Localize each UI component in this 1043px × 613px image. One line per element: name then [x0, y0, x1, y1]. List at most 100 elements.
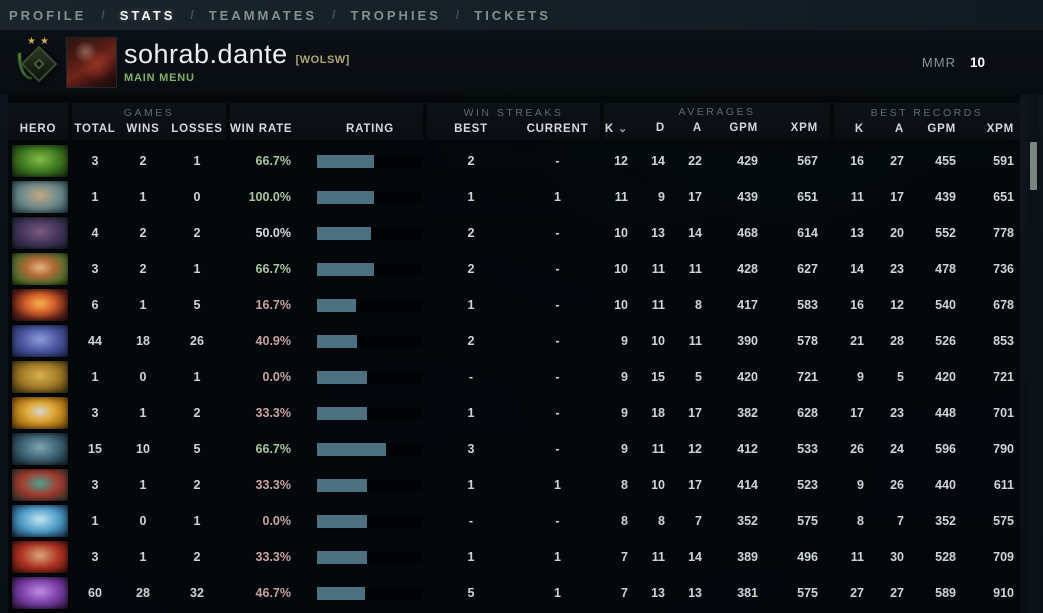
- nav-item-teammates[interactable]: TEAMMATES: [208, 7, 318, 23]
- table-row[interactable]: 3 1 2 33.3% 1 1 8 10 17 414 523 9 26 440…: [8, 467, 1020, 503]
- table-header: HERO GAMES TOTAL WINS LOSSES WIN RATE RA…: [8, 103, 1020, 140]
- avg-xpm-value: 628: [797, 406, 818, 420]
- column-header-record-gpm[interactable]: GPM: [927, 123, 956, 135]
- avg-kills-value: 9: [621, 334, 628, 348]
- record-xpm-value: 790: [993, 442, 1014, 456]
- nav-item-profile[interactable]: PROFILE: [9, 7, 87, 23]
- win-rate-value: 0.0%: [262, 514, 292, 528]
- wins-value: 1: [139, 406, 147, 420]
- group-label-best-records: BEST RECORDS: [870, 107, 984, 119]
- column-header-rating[interactable]: RATING: [345, 123, 395, 135]
- column-header-hero[interactable]: HERO: [19, 123, 57, 135]
- column-header-total[interactable]: TOTAL: [74, 123, 116, 135]
- streak-current-value: -: [555, 334, 560, 348]
- total-games-value: 60: [88, 586, 102, 600]
- total-games-value: 3: [91, 550, 99, 564]
- avg-xpm-value: 614: [797, 226, 818, 240]
- record-gpm-value: 439: [935, 190, 956, 204]
- avg-gpm-value: 412: [737, 442, 758, 456]
- avg-deaths-value: 11: [651, 442, 665, 456]
- column-header-record-assists[interactable]: A: [894, 123, 904, 135]
- avg-gpm-value: 389: [737, 550, 758, 564]
- column-header-wins[interactable]: WINS: [126, 123, 160, 135]
- column-header-avg-xpm[interactable]: XPM: [790, 122, 818, 134]
- rating-bar: [317, 262, 423, 276]
- losses-value: 1: [193, 370, 201, 384]
- record-kills-value: 16: [850, 298, 864, 312]
- streak-best-value: -: [468, 514, 474, 528]
- streak-current-value: -: [555, 154, 560, 168]
- column-header-win-rate[interactable]: WIN RATE: [230, 123, 293, 135]
- losses-value: 1: [193, 514, 201, 528]
- column-header-losses[interactable]: LOSSES: [171, 123, 223, 135]
- column-header-streak-current[interactable]: CURRENT: [526, 123, 589, 135]
- avg-assists-value: 8: [695, 298, 702, 312]
- avg-kills-value: 10: [614, 226, 628, 240]
- vertical-scrollbar[interactable]: [1028, 95, 1039, 613]
- table-row[interactable]: 3 1 2 33.3% 1 1 7 11 14 389 496 11 30 52…: [8, 539, 1020, 575]
- wins-value: 1: [139, 478, 147, 492]
- mmr-value: 10: [969, 55, 985, 70]
- total-games-value: 4: [91, 226, 99, 240]
- table-row[interactable]: 15 10 5 66.7% 3 - 9 11 12 412 533 26 24 …: [8, 431, 1020, 467]
- scrollbar-thumb[interactable]: [1030, 142, 1037, 190]
- record-assists-value: 30: [890, 550, 904, 564]
- streak-current-value: 1: [554, 478, 561, 492]
- record-kills-value: 13: [850, 226, 864, 240]
- record-xpm-value: 591: [993, 154, 1014, 168]
- table-row[interactable]: 1 1 0 100.0% 1 1 11 9 17 439 651 11 17 4…: [8, 179, 1020, 215]
- medal-star-icon: ★: [27, 36, 36, 47]
- streak-current-value: -: [555, 298, 560, 312]
- avg-gpm-value: 429: [737, 154, 758, 168]
- avg-assists-value: 11: [688, 334, 702, 348]
- nav-item-tickets[interactable]: TICKETS: [474, 7, 551, 23]
- avg-kills-value: 10: [614, 298, 628, 312]
- record-gpm-value: 352: [935, 514, 956, 528]
- table-row[interactable]: 60 28 32 46.7% 5 1 7 13 13 381 575 27 27…: [8, 575, 1020, 611]
- column-header-avg-assists[interactable]: A: [692, 122, 702, 134]
- table-row[interactable]: 6 1 5 16.7% 1 - 10 11 8 417 583 16 12 54…: [8, 287, 1020, 323]
- player-status: MAIN MENU: [124, 72, 195, 84]
- table-row[interactable]: 4 2 2 50.0% 2 - 10 13 14 468 614 13 20 5…: [8, 215, 1020, 251]
- rating-bar-fill: [317, 550, 367, 564]
- total-games-value: 3: [91, 262, 99, 276]
- avg-xpm-value: 583: [797, 298, 818, 312]
- losses-value: 2: [193, 406, 201, 420]
- avg-kills-value: 10: [614, 262, 628, 276]
- column-header-avg-kills[interactable]: K ⌄: [604, 123, 628, 135]
- record-assists-value: 23: [890, 406, 904, 420]
- rating-bar-fill: [317, 190, 375, 204]
- group-label-rate: [230, 107, 423, 119]
- hero-portrait-bloodseeker: [12, 469, 68, 501]
- table-row[interactable]: 1 0 1 0.0% - - 8 8 7 352 575 8 7 352 575: [8, 503, 1020, 539]
- column-header-record-kills[interactable]: K: [854, 123, 864, 135]
- record-gpm-value: 440: [935, 478, 956, 492]
- column-header-avg-gpm[interactable]: GPM: [729, 122, 758, 134]
- column-header-avg-deaths[interactable]: D: [655, 122, 665, 134]
- table-row[interactable]: 3 2 1 66.7% 2 - 12 14 22 429 567 16 27 4…: [8, 143, 1020, 179]
- rank-medal-icon: ★ ★: [16, 36, 62, 87]
- table-row[interactable]: 3 2 1 66.7% 2 - 10 11 11 428 627 14 23 4…: [8, 251, 1020, 287]
- player-name: sohrab.dante: [124, 39, 288, 69]
- rating-bar: [317, 154, 423, 168]
- table-row[interactable]: 1 0 1 0.0% - - 9 15 5 420 721 9 5 420 72…: [8, 359, 1020, 395]
- avg-kills-value: 7: [621, 586, 628, 600]
- column-header-record-xpm[interactable]: XPM: [986, 123, 1014, 135]
- nav-separator: /: [455, 8, 460, 22]
- record-assists-value: 24: [890, 442, 904, 456]
- rating-bar: [317, 586, 423, 600]
- avg-gpm-value: 390: [737, 334, 758, 348]
- streak-best-value: 1: [467, 190, 475, 204]
- table-row[interactable]: 44 18 26 40.9% 2 - 9 10 11 390 578 21 28…: [8, 323, 1020, 359]
- rating-bar: [317, 442, 423, 456]
- rating-bar: [317, 478, 423, 492]
- record-xpm-value: 611: [993, 478, 1014, 492]
- nav-item-stats[interactable]: STATS: [119, 7, 176, 23]
- column-header-streak-best[interactable]: BEST: [454, 123, 488, 135]
- avg-gpm-value: 468: [737, 226, 758, 240]
- record-xpm-value: 709: [993, 550, 1014, 564]
- record-assists-value: 26: [890, 478, 904, 492]
- nav-item-trophies[interactable]: TROPHIES: [350, 7, 441, 23]
- wins-value: 18: [136, 334, 150, 348]
- table-row[interactable]: 3 1 2 33.3% 1 - 9 18 17 382 628 17 23 44…: [8, 395, 1020, 431]
